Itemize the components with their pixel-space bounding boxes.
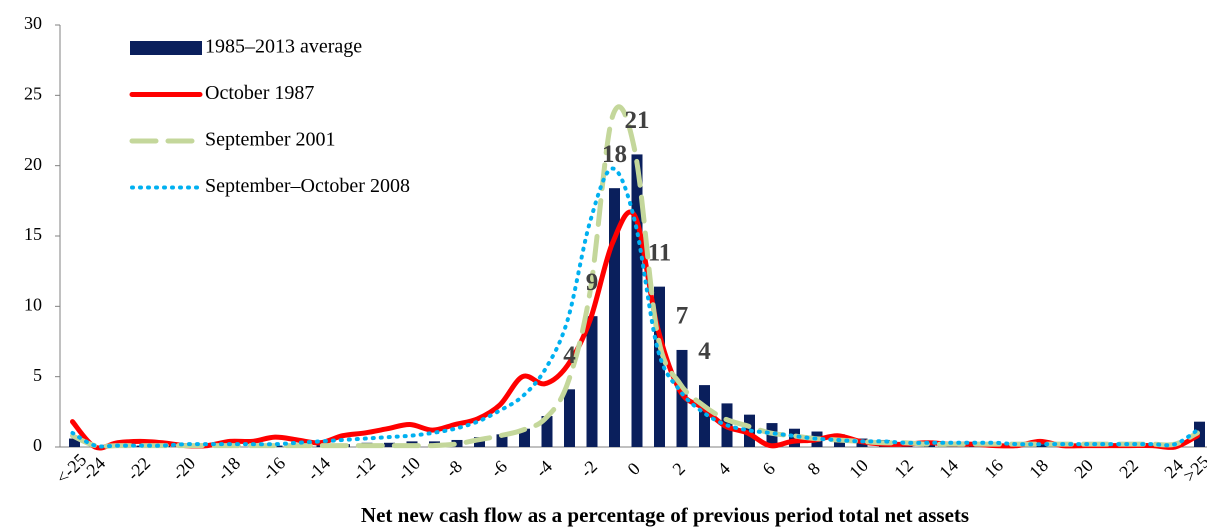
data-label: 4: [698, 338, 711, 365]
x-tick-label: -2: [576, 456, 601, 481]
legend-label: 1985–2013 average: [205, 36, 362, 58]
x-tick-label: -10: [393, 453, 424, 484]
legend-swatch: [130, 41, 202, 55]
bar: [496, 434, 508, 447]
y-tick-label: 0: [33, 435, 42, 455]
bar: [541, 416, 553, 447]
line: [70, 166, 1200, 449]
y-tick-label: 5: [33, 365, 42, 385]
y-tick-label: 10: [24, 294, 42, 314]
x-tick-label: 16: [980, 455, 1007, 482]
y-tick-label: 30: [24, 13, 42, 33]
x-tick-label: 0: [623, 458, 644, 479]
bar: [654, 286, 665, 447]
data-label: 4: [563, 342, 576, 369]
x-tick-label: -18: [213, 453, 244, 484]
legend-label: September–October 2008: [205, 175, 410, 197]
data-label: 11: [648, 239, 672, 266]
x-tick-label: -12: [348, 453, 379, 484]
x-tick-label: >25: [1179, 452, 1207, 486]
x-tick-label: 14: [935, 455, 962, 482]
x-axis-label: Net new cash flow as a percentage of pre…: [361, 503, 969, 527]
bar: [451, 439, 463, 447]
bar: [676, 349, 688, 447]
bar: [609, 188, 620, 447]
bar: [271, 445, 283, 447]
x-tick-label: -20: [168, 453, 199, 484]
y-tick-label: 15: [24, 224, 42, 244]
x-tick-label: 10: [845, 455, 872, 482]
bar: [586, 316, 598, 447]
x-tick-label: 12: [890, 455, 917, 482]
x-tick-label: 2: [668, 458, 689, 479]
bar: [69, 438, 80, 447]
y-tick-label: 20: [24, 154, 42, 174]
bar: [384, 442, 395, 447]
x-tick-label: -22: [123, 453, 154, 484]
bar: [631, 154, 643, 447]
x-tick-label: 18: [1025, 455, 1052, 482]
line: [70, 104, 1200, 449]
bar: [519, 428, 530, 447]
x-tick-label: 4: [713, 458, 734, 479]
y-tick-label: 25: [24, 83, 42, 103]
legend-label: September 2001: [205, 129, 336, 151]
data-label: 18: [602, 141, 627, 168]
data-label: 9: [586, 269, 599, 296]
x-tick-label: -8: [441, 456, 466, 481]
x-tick-label: 22: [1115, 455, 1142, 482]
x-tick-label: 8: [803, 458, 824, 479]
bar: [1036, 444, 1048, 447]
x-tick-label: 20: [1070, 455, 1097, 482]
x-tick-label: -16: [258, 453, 289, 484]
legend-label: October 1987: [205, 82, 314, 104]
x-tick-label: -4: [531, 456, 556, 481]
data-label: 21: [625, 107, 650, 134]
x-tick-label: 6: [758, 458, 779, 479]
bar: [564, 389, 575, 447]
x-tick-label: -14: [303, 453, 334, 484]
x-tick-label: -6: [486, 456, 511, 481]
bar: [699, 385, 710, 447]
data-label: 7: [676, 303, 689, 330]
